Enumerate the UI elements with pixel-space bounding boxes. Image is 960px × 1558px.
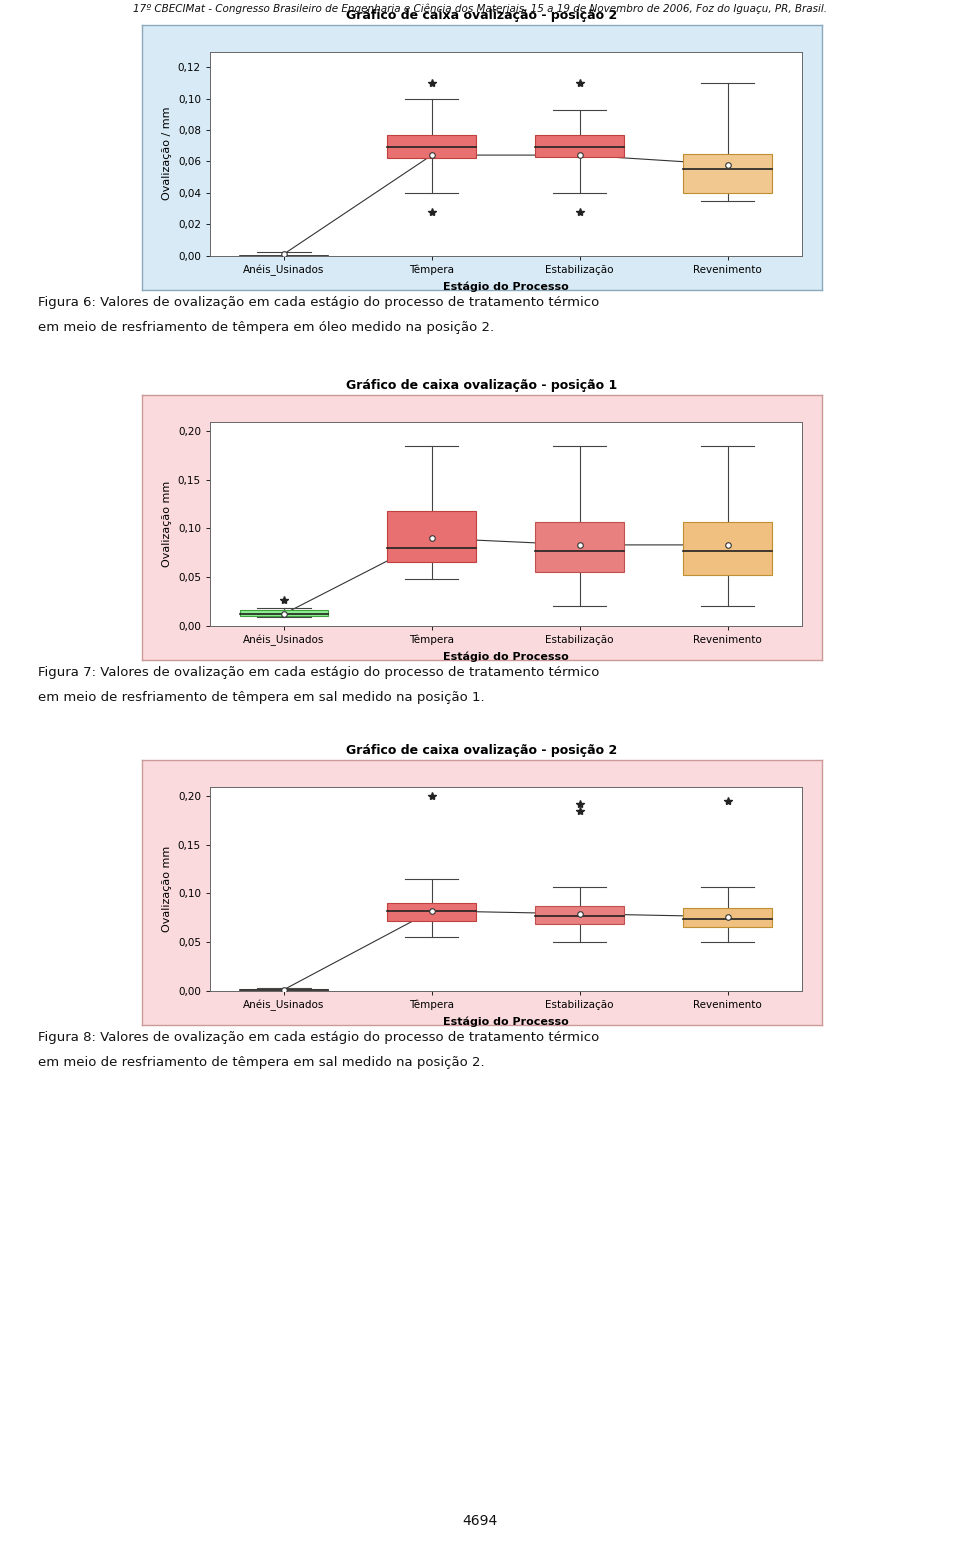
Bar — [536, 907, 624, 924]
Text: 17º CBECIMat - Congresso Brasileiro de Engenharia e Ciência dos Materiais, 15 a : 17º CBECIMat - Congresso Brasileiro de E… — [133, 5, 827, 14]
Text: Figura 6: Valores de ovalização em cada estágio do processo de tratamento térmic: Figura 6: Valores de ovalização em cada … — [38, 296, 600, 308]
Bar — [388, 904, 476, 921]
Title: Gráfico de caixa ovalização - posição 2: Gráfico de caixa ovalização - posição 2 — [347, 745, 617, 757]
Text: em meio de resfriamento de têmpera em óleo medido na posição 2.: em meio de resfriamento de têmpera em ól… — [38, 321, 494, 333]
Text: Figura 7: Valores de ovalização em cada estágio do processo de tratamento térmic: Figura 7: Valores de ovalização em cada … — [38, 665, 600, 679]
Title: Gráfico de caixa ovalização - posição 1: Gráfico de caixa ovalização - posição 1 — [347, 380, 617, 393]
Text: 4694: 4694 — [463, 1514, 497, 1528]
Y-axis label: Ovalização / mm: Ovalização / mm — [162, 108, 172, 201]
Bar — [684, 908, 772, 927]
X-axis label: Estágio do Processo: Estágio do Processo — [443, 651, 568, 662]
Text: em meio de resfriamento de têmpera em sal medido na posição 2.: em meio de resfriamento de têmpera em sa… — [38, 1056, 485, 1069]
Bar — [536, 134, 624, 157]
X-axis label: Estágio do Processo: Estágio do Processo — [443, 282, 568, 291]
Bar — [240, 989, 328, 991]
Y-axis label: Ovalização mm: Ovalização mm — [162, 846, 172, 932]
Bar — [684, 522, 772, 575]
Title: Gráfico de caixa ovalização - posição 2: Gráfico de caixa ovalização - posição 2 — [347, 9, 617, 22]
Bar — [684, 154, 772, 193]
Text: em meio de resfriamento de têmpera em sal medido na posição 1.: em meio de resfriamento de têmpera em sa… — [38, 690, 485, 704]
Bar — [536, 522, 624, 572]
Bar — [388, 134, 476, 159]
Y-axis label: Ovalização mm: Ovalização mm — [162, 480, 172, 567]
Bar — [388, 511, 476, 562]
X-axis label: Estágio do Processo: Estágio do Processo — [443, 1016, 568, 1027]
Text: Figura 8: Valores de ovalização em cada estágio do processo de tratamento térmic: Figura 8: Valores de ovalização em cada … — [38, 1031, 600, 1044]
Bar — [240, 611, 328, 615]
